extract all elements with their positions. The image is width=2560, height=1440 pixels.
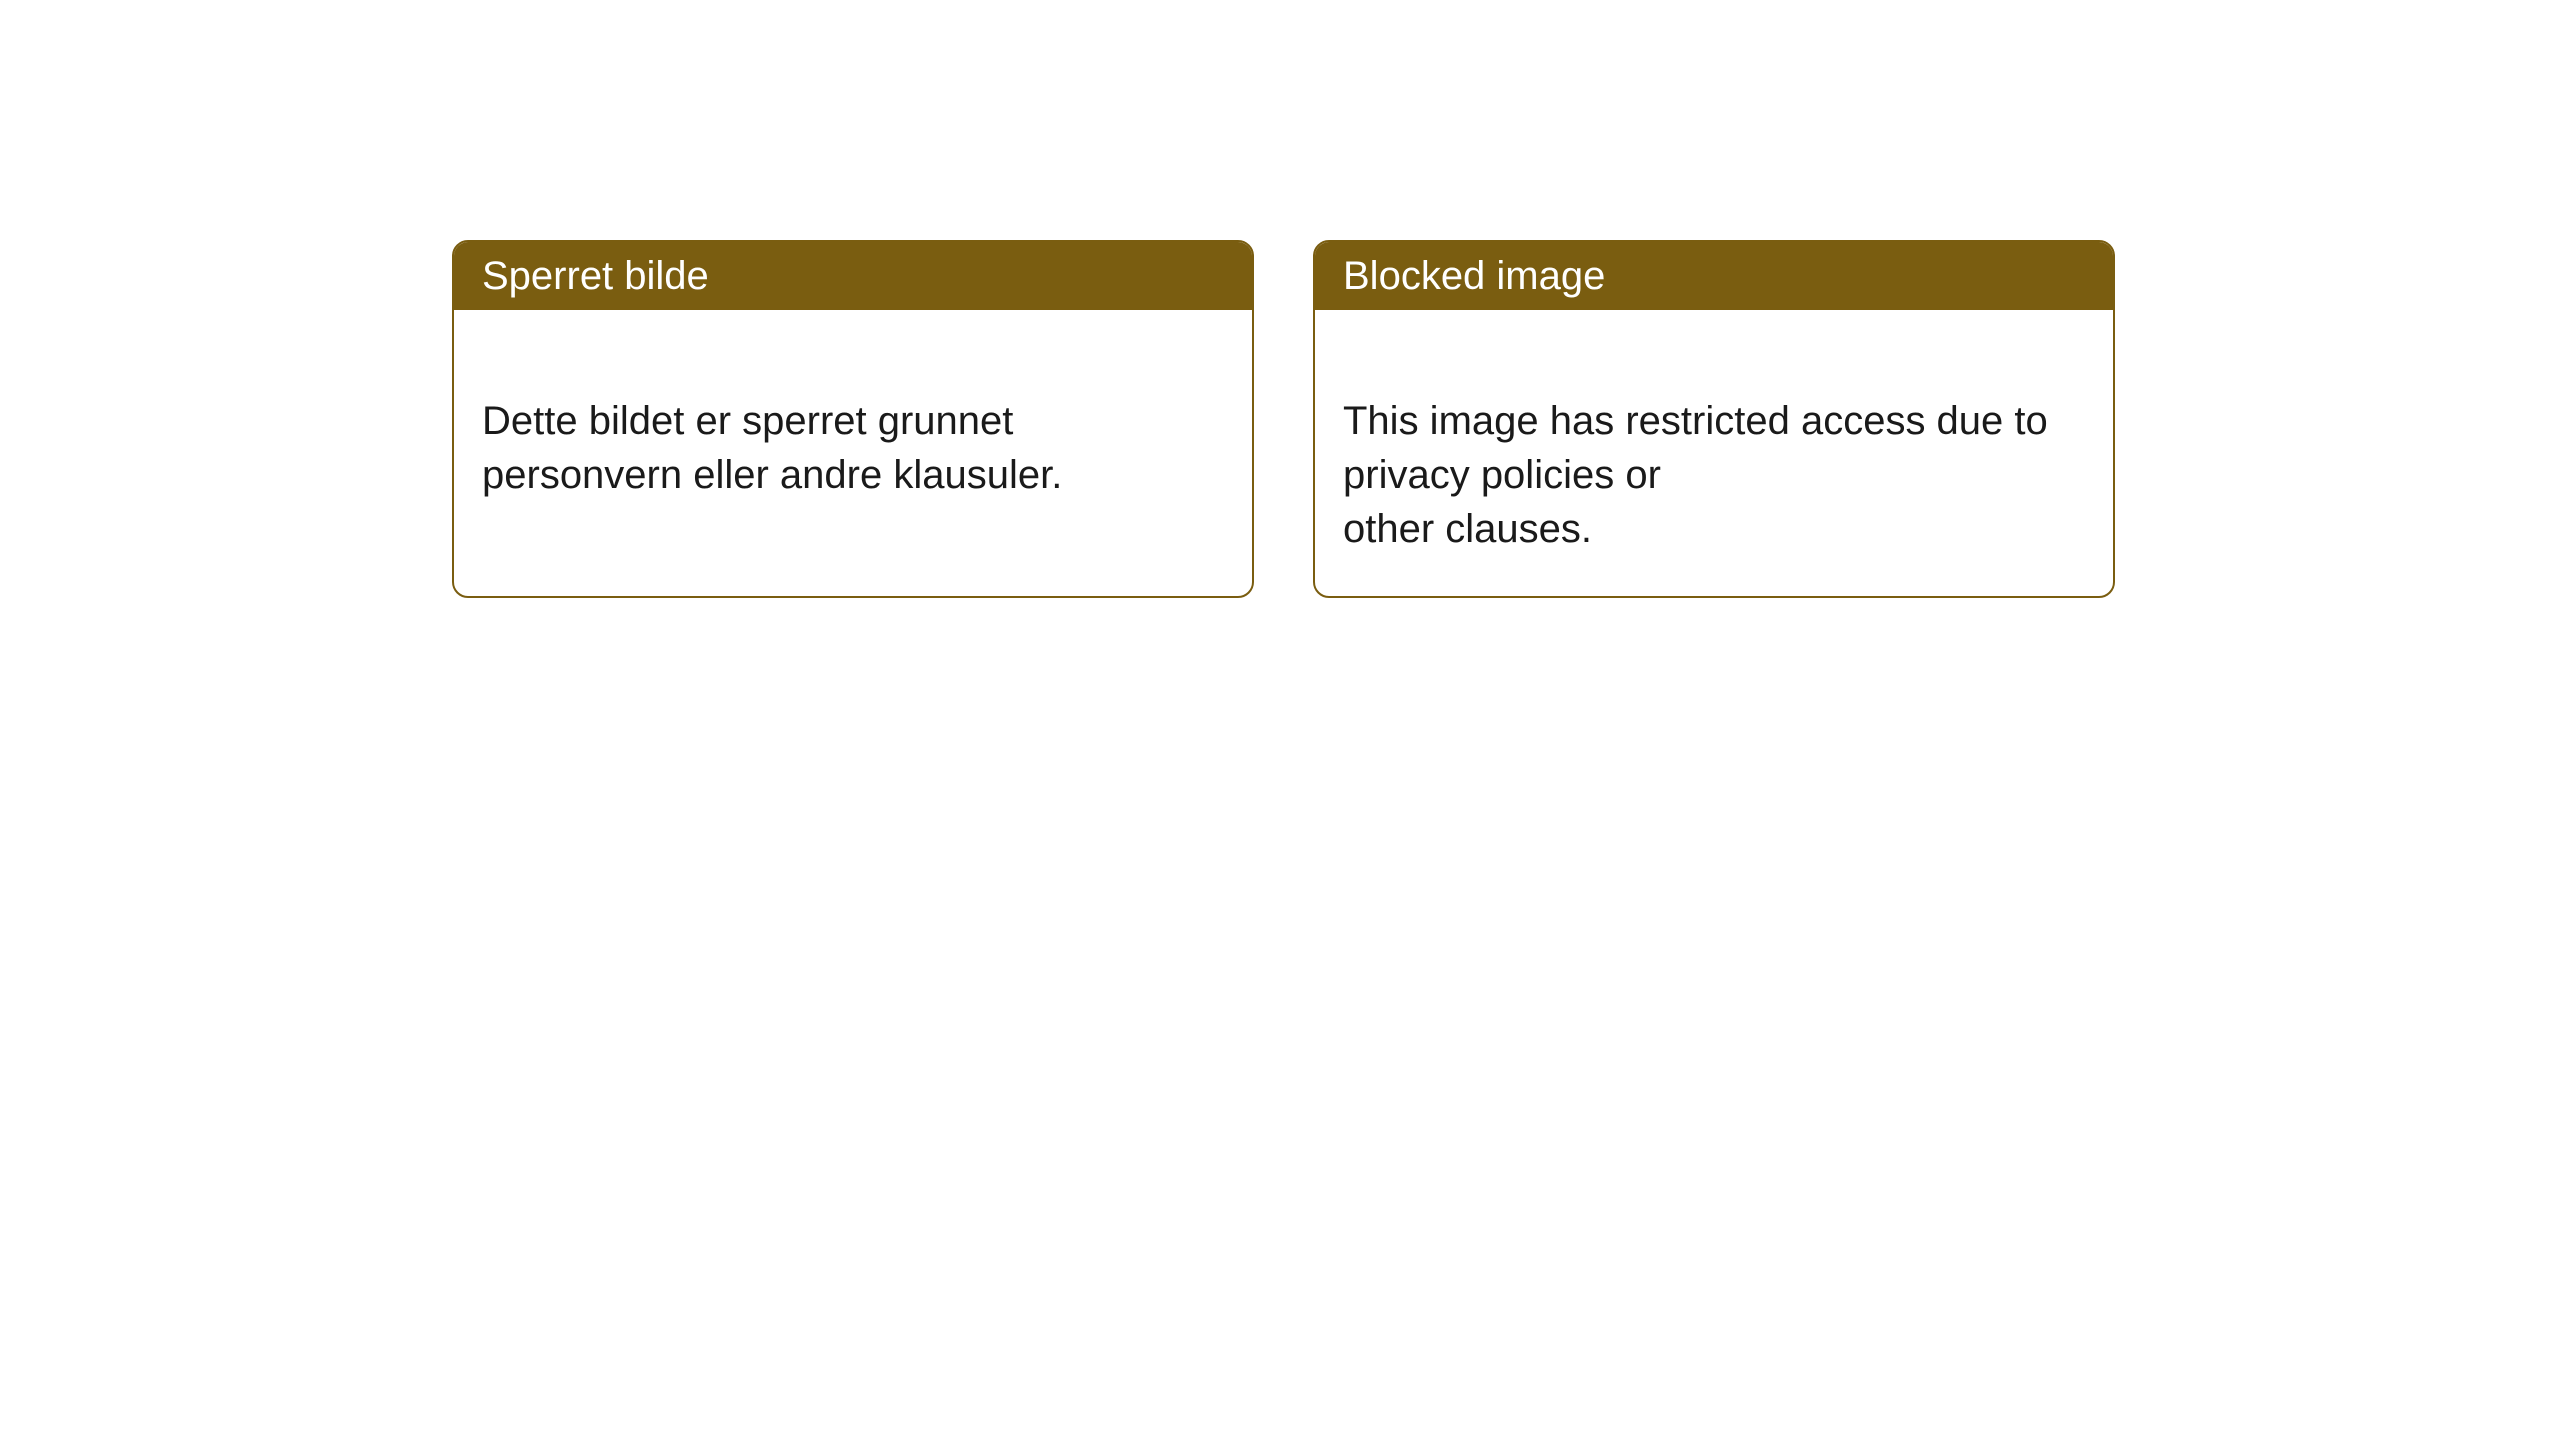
card-body: Dette bildet er sperret grunnet personve… (454, 310, 1252, 548)
card-title: Sperret bilde (482, 254, 709, 298)
card-body-text: Dette bildet er sperret grunnet personve… (482, 399, 1062, 497)
card-header: Blocked image (1315, 242, 2113, 310)
cards-container: Sperret bilde Dette bildet er sperret gr… (452, 240, 2560, 598)
card-body: This image has restricted access due to … (1315, 310, 2113, 596)
card-norwegian: Sperret bilde Dette bildet er sperret gr… (452, 240, 1254, 598)
card-english: Blocked image This image has restricted … (1313, 240, 2115, 598)
card-header: Sperret bilde (454, 242, 1252, 310)
card-body-text: This image has restricted access due to … (1343, 399, 2048, 551)
card-title: Blocked image (1343, 254, 1605, 298)
